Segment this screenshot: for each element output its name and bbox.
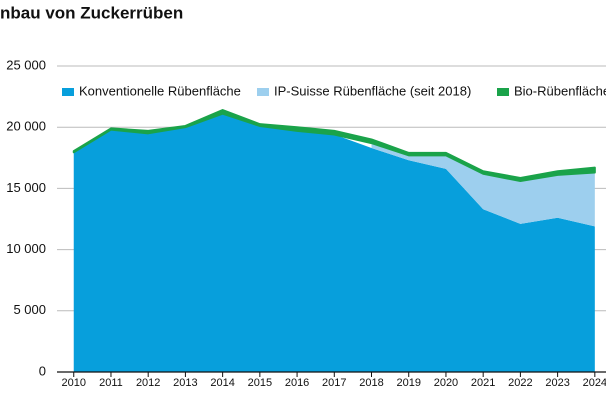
area xyxy=(72,109,596,183)
x-tick-label: 2023 xyxy=(545,377,569,389)
legend-swatch xyxy=(497,88,509,96)
x-tick-label: 2016 xyxy=(285,377,309,389)
area xyxy=(73,113,595,373)
y-tick-label: 20 000 xyxy=(6,119,46,134)
y-tick-label: 0 xyxy=(39,363,46,378)
legend-swatch xyxy=(62,88,74,96)
x-tick-label: 2020 xyxy=(434,377,458,389)
x-tick-label: 2013 xyxy=(173,377,197,389)
area xyxy=(371,143,595,227)
chart-title: nbau von Zuckerrüben xyxy=(0,3,183,22)
y-tick-label: 25 000 xyxy=(6,57,46,72)
legend-swatch xyxy=(257,88,269,96)
y-tick-label: 5 000 xyxy=(13,302,46,317)
x-tick-label: 2014 xyxy=(210,377,234,389)
x-tick-label: 2024 xyxy=(583,377,606,389)
x-tick-label: 2017 xyxy=(322,377,346,389)
y-tick-label: 15 000 xyxy=(6,180,46,195)
x-tick-label: 2011 xyxy=(99,377,123,389)
legend-label: Bio-Rübenfläche xyxy=(514,83,606,98)
x-tick-label: 2018 xyxy=(359,377,383,389)
x-tick-label: 2019 xyxy=(396,377,420,389)
x-tick-label: 2022 xyxy=(508,377,532,389)
x-tick-label: 2015 xyxy=(248,377,272,389)
x-tick-label: 2021 xyxy=(471,377,495,389)
legend-label: IP-Suisse Rübenfläche (seit 2018) xyxy=(274,83,471,98)
legend-label: Konventionelle Rübenfläche xyxy=(79,83,241,98)
x-tick-label: 2012 xyxy=(136,377,160,389)
x-tick-label: 2010 xyxy=(62,377,86,389)
y-tick-label: 10 000 xyxy=(6,241,46,256)
